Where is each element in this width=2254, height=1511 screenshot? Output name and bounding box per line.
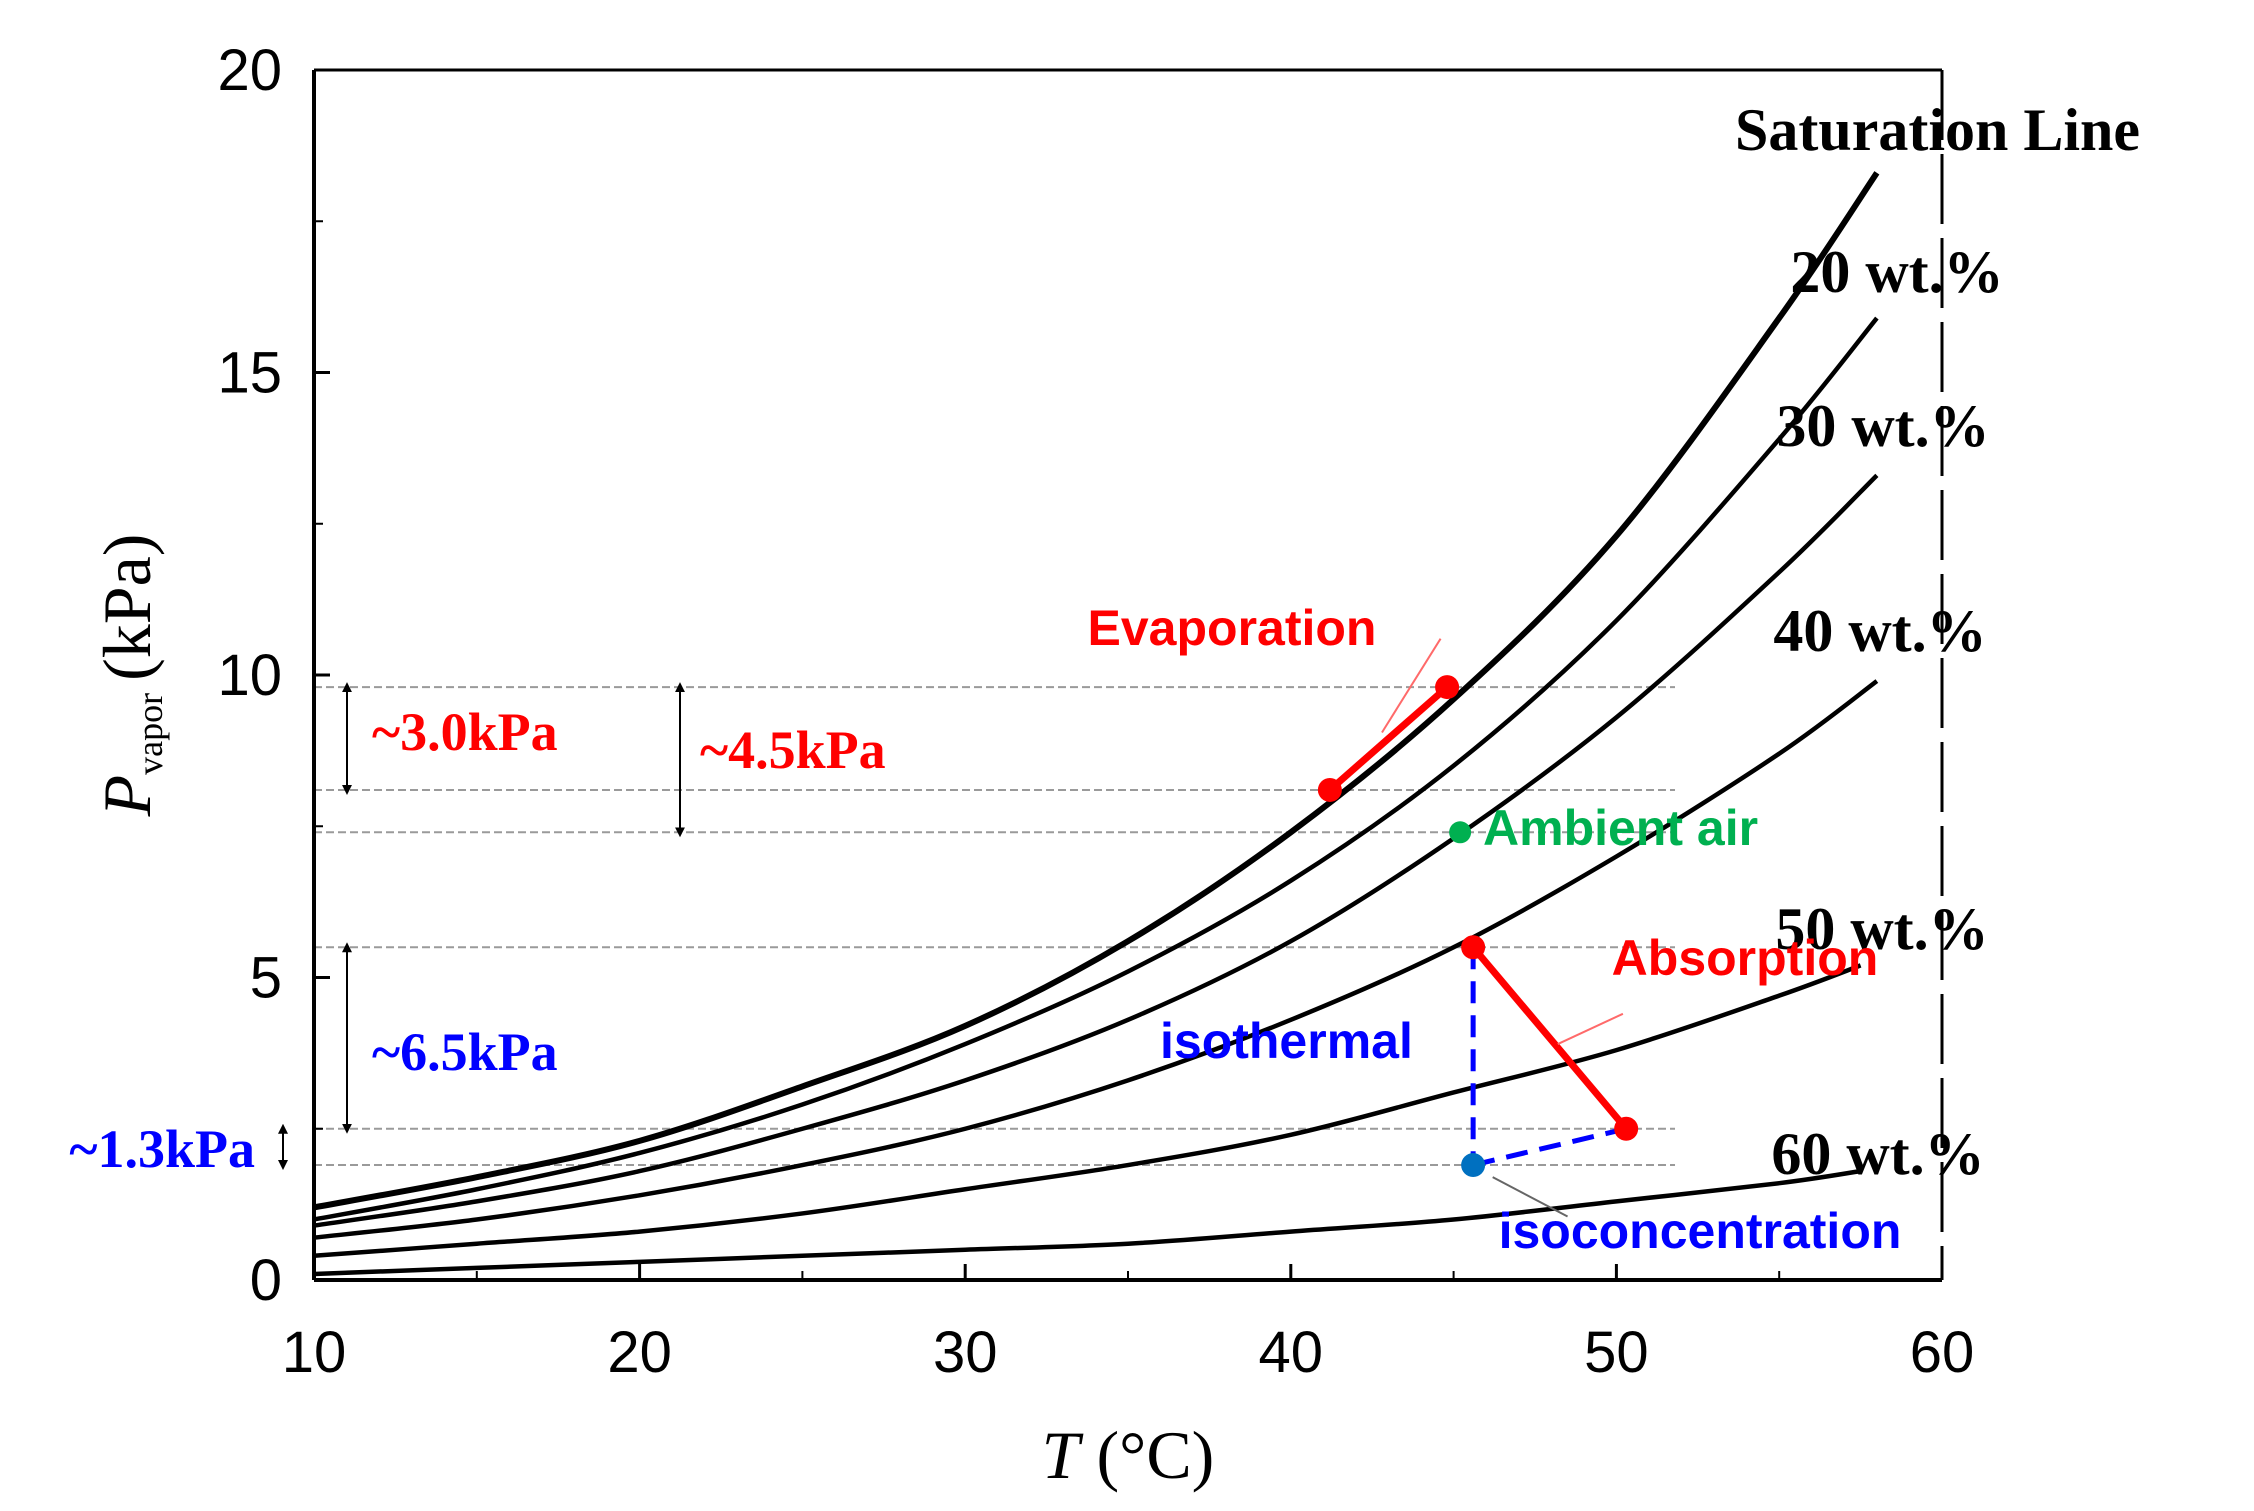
isothermal-label: isothermal (1160, 1013, 1413, 1069)
process-lines (1317, 638, 1639, 1218)
process-point-0 (1317, 777, 1342, 802)
curve-4 (313, 963, 1862, 1259)
curve-label: 20 wt.% (1790, 239, 2003, 305)
curve-2 (313, 473, 1879, 1228)
y-tick-label: 0 (250, 1248, 282, 1313)
text-labels: T (°C) Pvapor (kPa) Saturation Line 20 wt.% 3… (69, 97, 2140, 1493)
x-tick-label: 40 (1259, 1320, 1324, 1385)
curve-label: 60 wt.% (1771, 1121, 1984, 1187)
curve-1 (313, 316, 1879, 1222)
y-axis-unit: (kPa) (89, 534, 165, 681)
process-point-2 (1461, 935, 1486, 960)
axes: 10 20 30 40 50 60 0 5 10 15 20 (217, 38, 1974, 1385)
evaporation-leader (1381, 638, 1442, 734)
difference-markers (278, 682, 685, 1171)
y-tick-label: 10 (217, 643, 282, 708)
y-tick-label: 20 (217, 38, 282, 103)
x-axis-symbol: T (1042, 1417, 1084, 1493)
x-tick-label: 20 (607, 1320, 672, 1385)
curve-3 (313, 679, 1879, 1240)
curve-label: 50 wt.% (1775, 896, 1988, 962)
absorption-label: Absorption (1612, 930, 1879, 986)
ambient-air-point (1449, 821, 1472, 844)
x-tick-label: 60 (1910, 1320, 1975, 1385)
difference-label: ~4.5kPa (700, 720, 886, 780)
difference-label: ~1.3kPa (69, 1119, 255, 1179)
absorption-line (1470, 944, 1629, 1132)
y-axis-title: Pvapor (kPa) (89, 534, 170, 818)
curve-5 (313, 1168, 1861, 1277)
y-axis-symbol: P (89, 775, 165, 818)
curve-label: 40 wt.% (1773, 598, 1986, 664)
ambient-air-label: Ambient air (1483, 800, 1758, 856)
evaporation-label: Evaporation (1088, 600, 1377, 656)
process-point-1 (1435, 675, 1460, 700)
isoconcentration-leader (1492, 1176, 1569, 1218)
absorption-leader (1557, 1012, 1624, 1045)
curve-label: Saturation Line (1735, 97, 2140, 163)
difference-label: ~6.5kPa (372, 1022, 558, 1082)
evaporation-line (1327, 684, 1450, 793)
x-tick-label: 30 (933, 1320, 998, 1385)
curve-label: 30 wt.% (1776, 393, 1989, 459)
pressure-curves (313, 171, 1880, 1277)
x-tick-label: 50 (1584, 1320, 1649, 1385)
curve-0 (313, 171, 1880, 1211)
difference-label: ~3.0kPa (372, 702, 558, 762)
y-tick-label: 15 (217, 341, 282, 406)
x-tick-label: 10 (282, 1320, 347, 1385)
y-tick-label: 5 (250, 946, 282, 1011)
process-point-3 (1614, 1116, 1639, 1141)
x-axis-unit: (°C) (1096, 1417, 1214, 1493)
isoconcentration-point (1461, 1153, 1486, 1178)
isoconcentration-line (1472, 1126, 1627, 1168)
x-axis-title: T (°C) (1042, 1417, 1215, 1493)
isoconcentration-label: isoconcentration (1499, 1203, 1902, 1259)
y-axis-subscript: vapor (130, 693, 170, 775)
